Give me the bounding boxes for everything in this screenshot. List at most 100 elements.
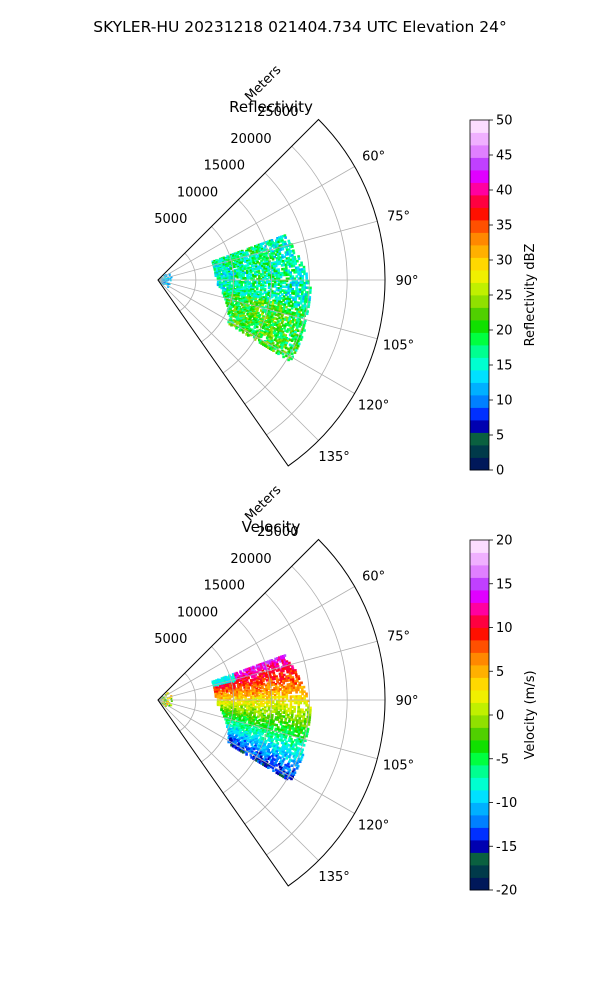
echo-cell <box>248 254 252 258</box>
echo-cell <box>272 322 275 326</box>
echo-cell <box>273 268 276 272</box>
echo-cell <box>249 289 253 293</box>
echo-cell <box>267 715 270 718</box>
echo-cell <box>300 323 304 326</box>
echo-cell <box>285 666 288 670</box>
echo-cell <box>281 271 285 275</box>
echo-cell <box>264 716 268 720</box>
echo-cell <box>168 696 171 699</box>
echo-cell <box>252 696 255 700</box>
echo-cell <box>248 307 251 310</box>
echo-cell <box>263 757 266 760</box>
echo-cell <box>265 294 268 298</box>
echo-cell <box>289 707 292 711</box>
echo-cell <box>254 739 257 743</box>
echo-cell <box>268 671 271 674</box>
echo-cell <box>285 660 289 663</box>
echo-cell <box>275 768 278 772</box>
echo-cell <box>226 264 230 267</box>
echo-cell <box>260 274 263 278</box>
echo-cell <box>260 717 264 721</box>
echo-cell <box>296 317 300 320</box>
colorbar-swatch <box>470 777 489 791</box>
echo-cell <box>290 672 294 675</box>
echo-cell <box>248 272 251 276</box>
echo-cell <box>246 298 250 301</box>
echo-cell <box>290 357 293 361</box>
echo-cell <box>283 733 286 737</box>
echo-cell <box>275 688 278 692</box>
echo-cell <box>266 716 270 720</box>
echo-cell <box>294 294 298 298</box>
echo-cell <box>277 306 280 309</box>
echo-cell <box>263 709 267 713</box>
echo-cell <box>294 346 297 349</box>
echo-cell <box>266 279 269 283</box>
echo-cell <box>262 326 265 330</box>
grid-ray <box>157 699 355 814</box>
echo-cell <box>275 708 279 712</box>
echo-cell <box>282 679 285 683</box>
echo-cell <box>268 699 271 703</box>
echo-cell <box>309 286 312 290</box>
echo-cell <box>250 252 253 256</box>
echo-cell <box>249 691 253 694</box>
echo-cell <box>275 745 278 749</box>
echo-cell <box>274 323 277 326</box>
echo-cell <box>283 305 286 309</box>
echo-cell <box>255 295 258 298</box>
echo-cell <box>294 716 298 720</box>
echo-cell <box>245 710 249 714</box>
echo-cell <box>265 704 269 708</box>
echo-cell <box>279 235 283 239</box>
echo-cell <box>234 716 238 720</box>
echo-cell <box>267 691 271 694</box>
echo-cell <box>292 727 296 730</box>
echo-cell <box>297 303 301 307</box>
echo-cell <box>228 262 232 266</box>
echo-cell <box>284 662 287 666</box>
echo-cell <box>258 744 261 748</box>
echo-cell <box>246 702 249 706</box>
echo-cell <box>260 694 263 698</box>
echo-cell <box>262 759 265 762</box>
echo-cell <box>245 723 248 727</box>
echo-cell <box>268 682 272 685</box>
echo-cell <box>251 675 254 679</box>
echo-cell <box>282 243 285 246</box>
echo-cell <box>255 311 258 314</box>
echo-cell <box>257 731 260 735</box>
echo-cell <box>252 751 256 755</box>
echo-cell <box>261 738 264 742</box>
echo-cell <box>239 266 242 270</box>
echo-cell <box>276 658 280 662</box>
echo-cell <box>231 314 234 317</box>
colorbar-swatch <box>470 640 489 653</box>
echo-cell <box>277 344 280 348</box>
echo-cell <box>247 267 250 270</box>
echo-cell <box>271 721 275 724</box>
colorbar-tick-label: 0 <box>496 709 504 724</box>
echo-cell <box>263 764 267 767</box>
echo-cell <box>251 320 255 323</box>
echo-cell <box>218 700 222 704</box>
echo-cell <box>258 253 262 257</box>
echo-cell <box>269 254 272 258</box>
echo-cell <box>250 282 253 286</box>
echo-cell <box>253 334 257 337</box>
echo-cell <box>299 758 303 761</box>
echo-cell <box>254 262 258 266</box>
echo-cell <box>243 733 247 737</box>
echo-cell <box>225 711 229 715</box>
echo-cell <box>269 342 272 346</box>
echo-cell <box>268 701 271 704</box>
echo-cell <box>285 305 288 309</box>
echo-cell <box>288 259 291 262</box>
echo-cell <box>308 291 312 294</box>
echo-cell <box>271 668 275 672</box>
echo-cell <box>249 288 253 291</box>
echo-cell <box>238 674 242 678</box>
echo-cell <box>254 273 257 277</box>
echo-cell <box>263 327 267 330</box>
